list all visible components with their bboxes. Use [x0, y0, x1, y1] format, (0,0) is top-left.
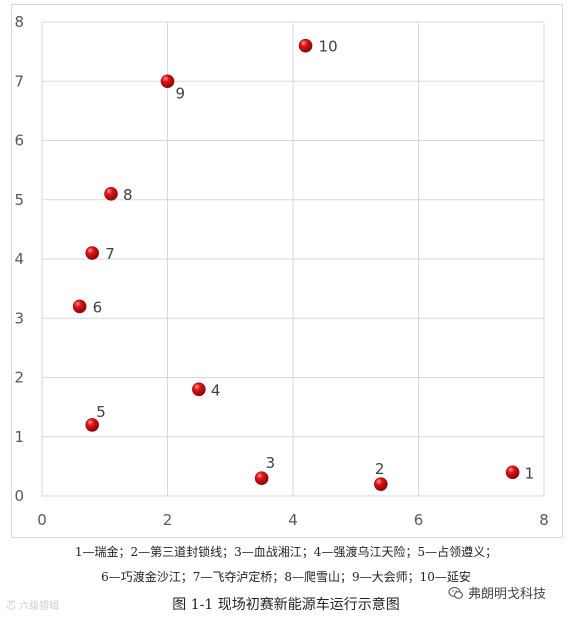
y-tick-label: 3	[14, 309, 24, 327]
x-tick-label: 2	[163, 511, 173, 529]
data-label-7: 7	[105, 245, 115, 263]
y-tick-label: 1	[14, 428, 24, 446]
data-point-7	[85, 246, 99, 260]
data-point-1	[505, 465, 520, 480]
data-point-9	[160, 74, 175, 89]
y-tick-label: 7	[14, 72, 24, 90]
scatter-chart: 0 1 2 3 4 5 6 7 8 0 2 4 6 8 1 2 3 4 5 6 7 8 9 10	[14, 13, 549, 529]
y-tick-label: 2	[14, 369, 24, 387]
data-point-10	[298, 38, 313, 53]
data-point-8	[104, 187, 118, 201]
data-label-5: 5	[96, 403, 106, 421]
data-label-1: 1	[525, 464, 535, 482]
x-tick-label: 8	[539, 511, 549, 529]
legend-line-1: 1—瑞金；2—第三道封锁线；3—血战湘江；4—强渡乌江天险；5—占领遵义；	[74, 545, 498, 559]
data-label-2: 2	[375, 460, 385, 478]
y-tick-label: 0	[14, 487, 24, 505]
y-tick-label: 4	[14, 250, 24, 268]
x-tick-label: 0	[37, 511, 47, 529]
figure-caption: 图 1-1 现场初赛新能源车运行示意图	[172, 597, 400, 613]
wechat-icon	[448, 586, 464, 599]
watermark-right: 弗朗明戈科技	[448, 583, 546, 602]
y-tick-label: 5	[14, 191, 24, 209]
data-label-6: 6	[93, 298, 103, 316]
legend-line-2: 6—巧渡金沙江；7—飞夺泸定桥；8—爬雪山；9—大会师；10—延安	[101, 570, 471, 584]
data-point-2	[374, 477, 388, 491]
y-tick-label: 6	[14, 132, 24, 150]
watermark-right-text: 弗朗明戈科技	[468, 587, 547, 602]
data-point-6	[72, 299, 87, 314]
x-tick-label: 6	[414, 511, 424, 529]
data-label-10: 10	[319, 38, 338, 56]
chart-frame	[11, 4, 563, 538]
data-label-4: 4	[211, 381, 221, 399]
data-point-3	[254, 471, 269, 486]
x-tick-label: 4	[288, 511, 298, 529]
data-label-3: 3	[266, 454, 276, 472]
watermark-left: 芯 六级猎辑	[6, 601, 60, 612]
data-label-9: 9	[176, 84, 186, 102]
data-point-4	[192, 382, 206, 397]
data-point-5	[85, 418, 99, 432]
data-label-8: 8	[123, 186, 133, 204]
y-tick-label: 8	[14, 13, 24, 31]
